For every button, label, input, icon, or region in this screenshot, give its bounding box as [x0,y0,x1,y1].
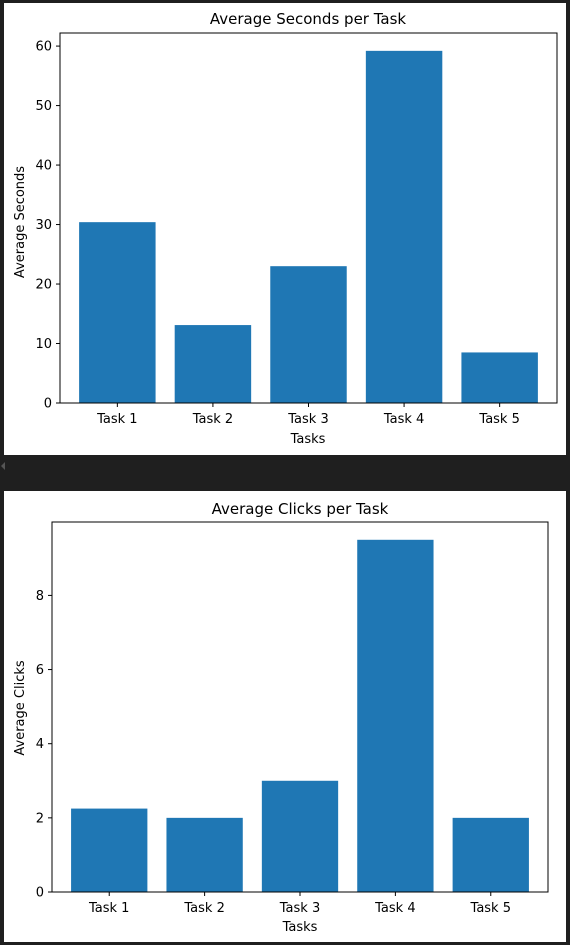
y-axis-label: Average Seconds [13,166,28,278]
bar-task-5 [452,817,529,892]
y-tick-label: 2 [36,811,44,826]
y-tick-label: 30 [35,218,52,233]
seconds-chart: Average Seconds per Task Average Seconds… [13,10,558,447]
clicks-chart: Average Clicks per Task Average Clicks T… [13,500,549,935]
bar-task-5 [461,352,538,403]
x-tick-label: Task 3 [287,412,328,427]
y-tick-label: 60 [35,40,52,55]
bar-task-4 [365,50,443,404]
chart-title: Average Clicks per Task [212,500,389,518]
x-tick-label: Task 1 [88,901,129,916]
x-axis-label: Tasks [282,920,318,935]
x-tick-label: Task 5 [470,901,511,916]
x-tick-label: Task 5 [478,412,519,427]
y-tick-label: 0 [36,886,44,901]
y-tick-label: 8 [36,589,44,604]
y-tick-label: 40 [35,159,52,174]
y-axis-label: Average Clicks [13,660,28,755]
bar-task-1 [79,222,156,403]
chart-title: Average Seconds per Task [210,10,407,28]
bar-task-4 [357,539,434,892]
x-tick-label: Task 3 [279,901,320,916]
y-tick-label: 50 [35,99,52,114]
plot-frame [51,521,549,893]
y-tick-label: 6 [36,663,44,678]
collapse-arrow-icon[interactable] [1,462,5,470]
y-tick-label: 4 [36,737,44,752]
bar-task-1 [71,808,148,892]
x-tick-label: Task 2 [192,412,233,427]
bar-task-2 [166,817,243,892]
axes-group: Task 1 Task 2 Task 3 Task 4 Task 5 0 10 20 30 40 5… [35,32,558,427]
x-tick-label: Task 1 [96,412,137,427]
bar-group [79,50,538,404]
x-tick-label: Task 2 [183,901,224,916]
x-tick-label: Task 4 [374,901,415,916]
bar-task-3 [270,266,347,403]
y-tick-label: 10 [35,337,52,352]
bar-task-3 [261,780,339,892]
chart-panel-clicks: Average Clicks per Task Average Clicks T… [4,491,566,942]
y-tick-label: 0 [44,397,52,412]
chart-panel-seconds: Average Seconds per Task Average Seconds… [4,3,566,455]
plot-frame [59,32,558,404]
bar-task-2 [174,325,252,403]
bar-group [71,539,529,892]
x-tick-label: Task 4 [383,412,424,427]
x-axis-label: Tasks [290,432,326,447]
axes-group: Task 1 Task 2 Task 3 Task 4 Task 5 0 2 4 6 8 [36,521,549,916]
y-tick-label: 20 [35,278,52,293]
